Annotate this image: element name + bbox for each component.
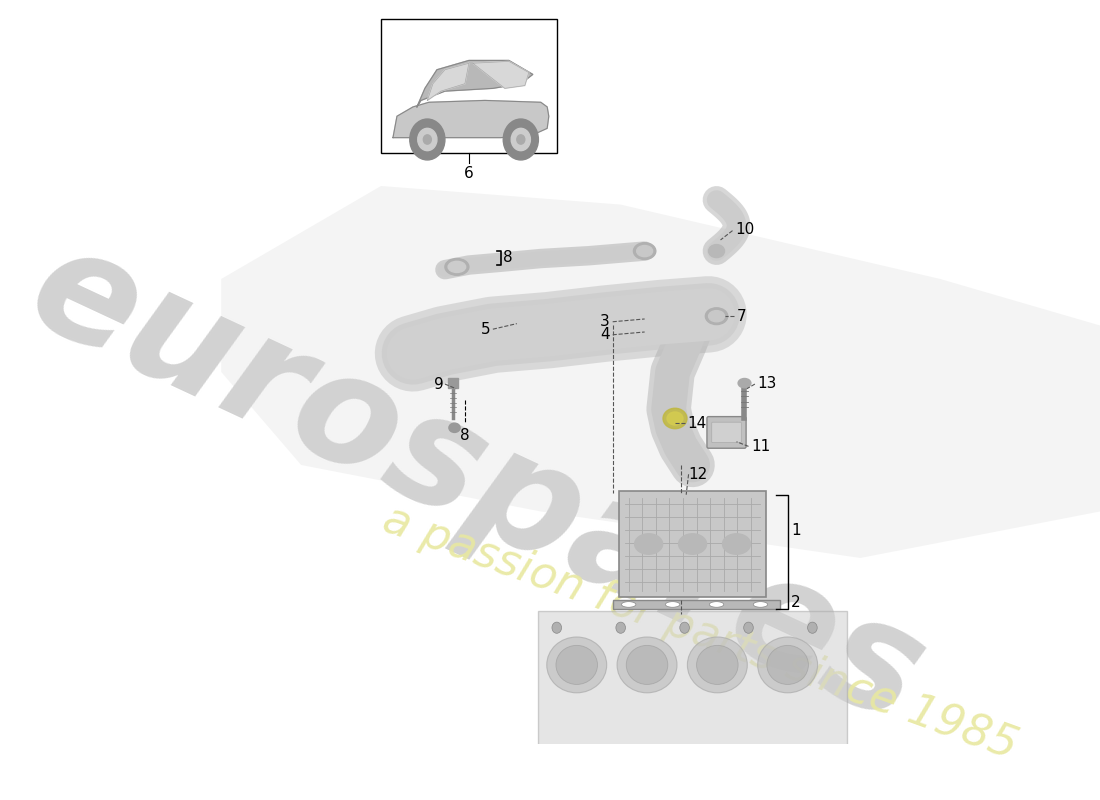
- Ellipse shape: [449, 423, 460, 433]
- Circle shape: [807, 622, 817, 634]
- Ellipse shape: [754, 602, 768, 607]
- Circle shape: [418, 128, 437, 150]
- Circle shape: [517, 135, 525, 144]
- Circle shape: [744, 622, 754, 634]
- Text: 5: 5: [481, 322, 491, 337]
- Ellipse shape: [547, 637, 607, 693]
- Polygon shape: [427, 63, 469, 101]
- Ellipse shape: [637, 246, 652, 257]
- FancyBboxPatch shape: [538, 611, 847, 746]
- Ellipse shape: [444, 258, 469, 275]
- Ellipse shape: [448, 262, 465, 273]
- Circle shape: [680, 622, 690, 634]
- Circle shape: [424, 135, 431, 144]
- FancyBboxPatch shape: [619, 491, 766, 597]
- Polygon shape: [221, 186, 1100, 558]
- Ellipse shape: [667, 412, 683, 425]
- Ellipse shape: [635, 534, 662, 554]
- Ellipse shape: [679, 534, 706, 554]
- Text: 3: 3: [600, 314, 609, 330]
- Ellipse shape: [621, 602, 636, 607]
- Polygon shape: [417, 61, 532, 107]
- Ellipse shape: [705, 308, 728, 325]
- Ellipse shape: [710, 602, 724, 607]
- Text: a passion for parts since 1985: a passion for parts since 1985: [377, 498, 1024, 767]
- Text: 2: 2: [791, 595, 801, 610]
- Text: 9: 9: [433, 377, 443, 391]
- Ellipse shape: [767, 646, 808, 685]
- Ellipse shape: [708, 245, 725, 258]
- Text: 13: 13: [757, 376, 777, 390]
- Text: 7: 7: [737, 309, 746, 324]
- Ellipse shape: [626, 646, 668, 685]
- Ellipse shape: [634, 242, 656, 259]
- FancyBboxPatch shape: [712, 422, 741, 442]
- Text: eurospares: eurospares: [8, 212, 946, 755]
- Ellipse shape: [696, 646, 738, 685]
- Ellipse shape: [758, 637, 817, 693]
- Text: 8: 8: [460, 428, 470, 442]
- Text: 10: 10: [735, 222, 755, 237]
- Text: 6: 6: [464, 166, 474, 181]
- Ellipse shape: [723, 534, 750, 554]
- Text: 4: 4: [600, 327, 609, 342]
- Ellipse shape: [663, 408, 688, 429]
- Circle shape: [410, 119, 444, 160]
- Ellipse shape: [556, 646, 597, 685]
- Circle shape: [552, 622, 562, 634]
- Ellipse shape: [738, 378, 751, 388]
- Polygon shape: [613, 600, 780, 609]
- Text: 14: 14: [688, 416, 706, 430]
- FancyBboxPatch shape: [707, 417, 746, 448]
- Circle shape: [512, 128, 530, 150]
- Text: 1: 1: [791, 522, 801, 538]
- FancyBboxPatch shape: [381, 18, 557, 154]
- Text: 11: 11: [751, 439, 770, 454]
- Polygon shape: [473, 62, 529, 88]
- Ellipse shape: [617, 637, 676, 693]
- Polygon shape: [393, 101, 549, 138]
- Circle shape: [503, 119, 538, 160]
- Circle shape: [616, 622, 626, 634]
- Ellipse shape: [708, 310, 725, 322]
- Text: 12: 12: [689, 466, 707, 482]
- Text: 8: 8: [503, 250, 513, 265]
- Ellipse shape: [688, 637, 747, 693]
- Bar: [448, 378, 458, 388]
- Ellipse shape: [666, 602, 680, 607]
